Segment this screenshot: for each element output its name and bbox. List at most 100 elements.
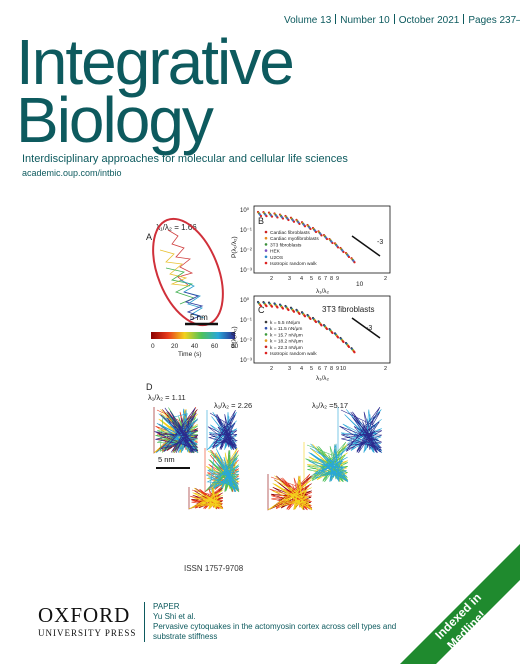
panel-a-colorbar-label: Time (s) xyxy=(178,351,202,358)
data-point xyxy=(265,305,268,308)
colorbar-tick: 60 xyxy=(211,343,219,350)
data-point xyxy=(303,315,307,318)
trajectory-path xyxy=(205,448,241,493)
data-point xyxy=(287,218,290,222)
data-point xyxy=(342,340,345,344)
trajectory-path xyxy=(207,409,238,451)
data-point xyxy=(276,306,279,309)
legend-marker xyxy=(264,339,268,342)
data-point xyxy=(292,310,296,313)
panel-c-title: 3T3 fibroblasts xyxy=(322,305,374,314)
data-point xyxy=(320,324,323,327)
x-tick: 8 xyxy=(330,276,333,282)
legend-entry: HEK xyxy=(270,249,281,255)
data-point xyxy=(309,317,312,321)
y-tick: 10⁻¹ xyxy=(240,318,252,324)
data-point xyxy=(292,220,296,223)
x-tick: 6 xyxy=(318,276,321,282)
data-point xyxy=(320,234,323,237)
data-point xyxy=(287,308,290,312)
journal-url: academic.oup.com/intbio xyxy=(22,168,122,178)
panel-c-slope: -3 xyxy=(366,325,372,332)
data-point xyxy=(303,225,307,228)
panel-c-label: C xyxy=(258,305,265,315)
data-point xyxy=(281,307,285,310)
legend-entry: Isotropic random walk xyxy=(270,351,317,357)
data-point xyxy=(342,250,345,254)
legend-entry: k = 15.7 nN/μm xyxy=(270,332,303,338)
x-tick: 2 xyxy=(384,366,387,372)
publisher-name: OXFORD xyxy=(38,603,131,627)
panel-c: C 3T3 fibroblasts P(λ₁/λ₂) λ₁/λ₂ 10⁰ 10⁻¹… xyxy=(231,295,391,382)
x-tick: 9 xyxy=(336,276,339,282)
legend-marker xyxy=(264,243,268,246)
data-point xyxy=(336,246,340,249)
panel-c-ylabel: P(λ₁/λ₂) xyxy=(231,326,238,348)
x-tick: 9 xyxy=(336,366,339,372)
data-point xyxy=(325,237,329,241)
y-tick: 10⁻² xyxy=(240,338,252,344)
journal-title-line2: Biology xyxy=(16,84,214,156)
panel-d-label: D xyxy=(146,382,153,392)
x-tick: 3 xyxy=(288,276,291,282)
panel-c-slope-line xyxy=(351,317,381,339)
data-point xyxy=(281,217,285,220)
y-tick: 10⁻³ xyxy=(240,268,252,274)
y-tick: 10⁻¹ xyxy=(240,228,252,234)
y-tick: 10⁻² xyxy=(240,248,252,254)
data-point xyxy=(309,227,312,231)
data-point xyxy=(259,304,263,308)
legend-entry: k = 22.3 nN/μm xyxy=(270,345,303,351)
data-point xyxy=(298,312,301,315)
data-point xyxy=(314,230,318,234)
x-tick: 7 xyxy=(324,276,327,282)
x-tick: 4 xyxy=(300,276,303,282)
panel-a-scale: 5 nm xyxy=(190,313,208,322)
issn: ISSN 1757-9708 xyxy=(184,564,244,573)
panel-b-slope-line xyxy=(351,235,381,257)
data-point xyxy=(276,216,279,219)
date: October 2021 xyxy=(398,15,460,26)
data-point xyxy=(331,241,334,245)
y-tick: 10⁻³ xyxy=(240,358,252,364)
legend-entry: Cardiac myofibroblasts xyxy=(270,236,319,242)
legend-entry: U2OS xyxy=(270,255,283,261)
legend-marker xyxy=(264,261,268,265)
panel-a-ratio: λ₁/λ₂ = 1.66 xyxy=(156,223,197,232)
data-point xyxy=(353,351,356,354)
x-tick: 2 xyxy=(384,276,387,282)
pages: Pages 237–258 xyxy=(468,15,520,26)
y-tick: 10⁰ xyxy=(240,207,250,214)
panel-a-colorbar xyxy=(151,332,235,339)
panel-d-trajectories xyxy=(153,407,383,511)
trajectory-path xyxy=(154,407,199,454)
trajectory-path xyxy=(339,407,383,454)
data-point xyxy=(347,255,351,259)
panel-b-slope: -3 xyxy=(377,239,383,246)
x-tick: 5 xyxy=(310,366,313,372)
panel-d-ratio-1: λ₁/λ₂ = 1.11 xyxy=(148,393,186,402)
x-tick: 4 xyxy=(300,366,303,372)
data-point xyxy=(270,215,274,218)
legend-entry: 3T3 fibroblasts xyxy=(270,242,302,248)
data-point xyxy=(347,345,351,349)
issue-info: Volume 13 Number 10 October 2021 Pages 237–… xyxy=(284,14,520,26)
colorbar-tick: 80 xyxy=(231,343,239,350)
data-point xyxy=(314,320,318,324)
paper-title[interactable]: Pervasive cytoquakes in the actomyosin c… xyxy=(153,622,397,641)
x-tick: 5 xyxy=(310,276,313,282)
publisher-sub: UNIVERSITY PRESS xyxy=(38,628,137,638)
legend-marker xyxy=(264,351,268,355)
panel-b-ylabel: P(λ₁/λ₂) xyxy=(231,236,238,258)
data-point xyxy=(298,222,301,225)
legend-marker xyxy=(264,236,268,240)
panel-b-label: B xyxy=(258,216,264,226)
data-point xyxy=(331,331,334,335)
panel-b-xlabel: λ₁/λ₂ xyxy=(316,288,329,295)
x-tick: 10 xyxy=(340,366,346,372)
data-point xyxy=(265,215,268,218)
legend-entry: k = 11.5 nN/μm xyxy=(270,326,302,332)
legend-marker xyxy=(264,333,268,336)
legend-entry: Cardiac fibroblasts xyxy=(270,230,310,236)
legend-marker xyxy=(264,320,268,324)
